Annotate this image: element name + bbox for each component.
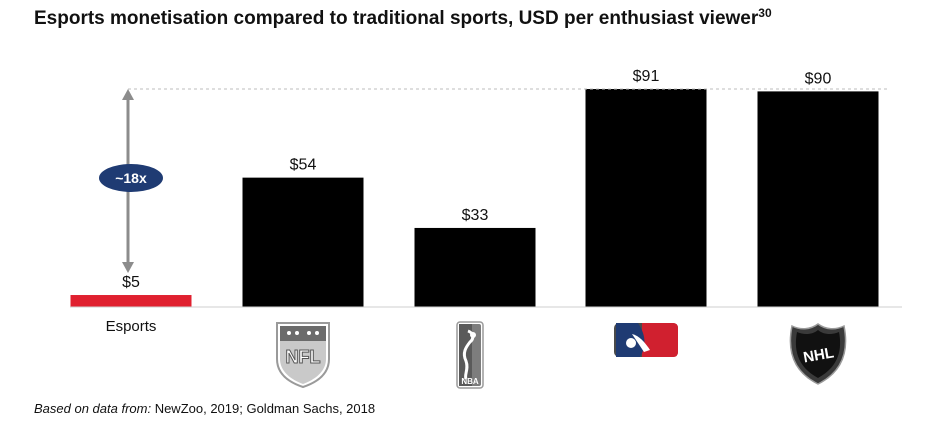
chart-title: Esports monetisation compared to traditi… [34,6,772,30]
svg-text:NFL: NFL [286,347,321,367]
value-label-nba: $33 [462,207,489,224]
arrow-up-icon [122,89,134,100]
nhl-logo-icon: NHL [789,323,847,385]
value-label-esports: $5 [122,274,140,291]
source-footnote: Based on data from: NewZoo, 2019; Goldma… [34,401,375,416]
bar-nhl [757,91,879,308]
nba-logo-icon: NBA [456,321,484,389]
title-superscript: 30 [758,6,772,20]
svg-text:NBA: NBA [461,377,479,386]
bars-layer: $5 $54 $33 $91 $90 [70,68,879,308]
value-label-mlb: $91 [633,68,660,85]
mlb-logo-icon [614,323,678,357]
bar-mlb [585,89,707,307]
nfl-logo-icon: NFL [276,322,330,389]
bar-nba [414,227,536,307]
svg-text:NHL: NHL [802,344,835,366]
bar-nfl [242,177,364,307]
value-label-nhl: $90 [805,70,832,87]
title-text: Esports monetisation compared to traditi… [34,8,759,29]
footnote-prefix: Based on data from: [34,401,152,416]
value-label-nfl: $54 [290,157,317,174]
footnote-text: NewZoo, 2019; Goldman Sachs, 2018 [151,401,376,416]
multiplier-annotation: ~18x [99,88,890,273]
multiplier-badge [99,164,163,192]
arrow-down-icon [122,262,134,273]
multiplier-label: ~18x [115,170,147,186]
category-label-esports: Esports [106,318,157,335]
bar-esports [70,295,192,307]
